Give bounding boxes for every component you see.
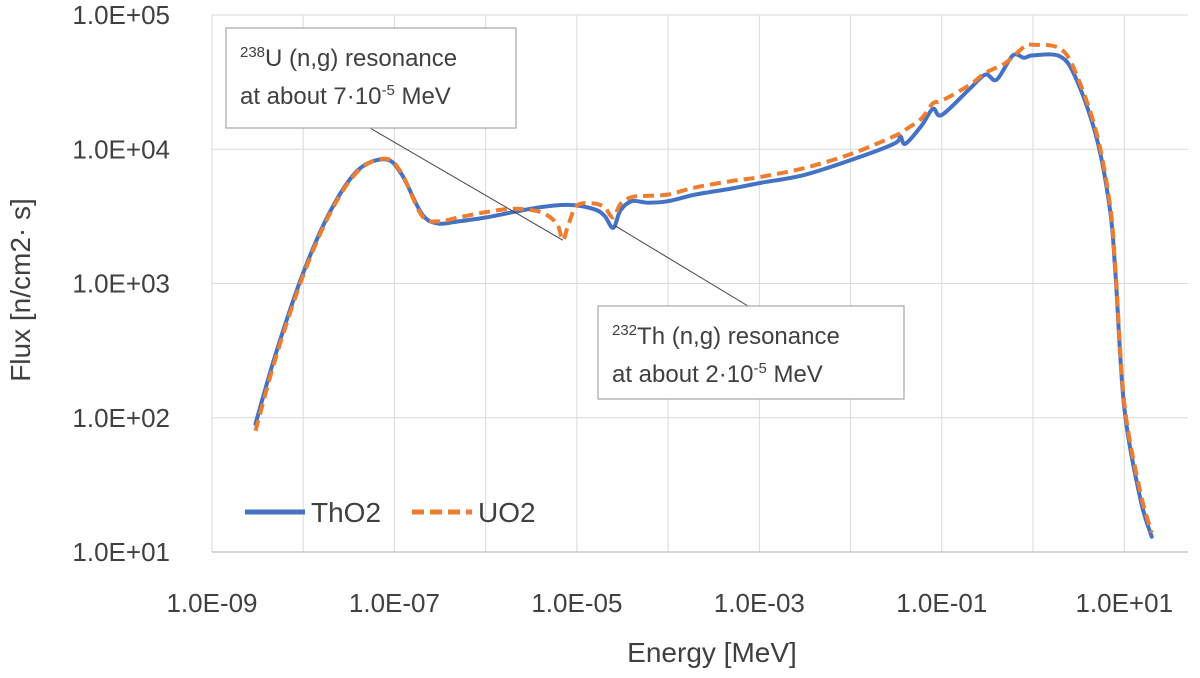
x-tick-label: 1.0E-01 — [896, 588, 987, 618]
annotation-text: at about 7·10 — [240, 83, 381, 110]
annotation-text: MeV — [395, 83, 451, 110]
annotation-text: at about 2·10 — [612, 361, 753, 388]
y-tick-label: 1.0E+05 — [72, 0, 170, 30]
annotation-leader-line — [369, 127, 564, 241]
annotation-line-1: 232Th (n,g) resonance — [612, 322, 840, 350]
axes: 1.0E-09 1.0E-07 1.0E-05 1.0E-03 1.0E-01 1.0E+… — [72, 0, 1188, 618]
annotation-line-1: 238U (n,g) resonance — [240, 44, 457, 72]
annotation-callout: 238U (n,g) resonance at about 7·10-5 MeV — [225, 27, 564, 241]
legend-item-tho2: ThO2 — [245, 497, 381, 528]
annotation-box — [225, 27, 517, 129]
y-tick-label: 1.0E+02 — [72, 403, 170, 433]
annotation-line-2: at about 2·10-5 MeV — [612, 360, 823, 388]
y-tick-label: 1.0E+04 — [72, 134, 170, 164]
isotope-superscript: 238 — [240, 44, 265, 61]
isotope-superscript: 232 — [612, 322, 637, 339]
legend-label: ThO2 — [311, 497, 381, 528]
x-tick-label: 1.0E+01 — [1075, 588, 1173, 618]
x-tick-label: 1.0E-03 — [714, 588, 805, 618]
annotation-text: U (n,g) resonance — [265, 45, 457, 72]
exponent-superscript: -5 — [381, 82, 394, 99]
annotation-text: MeV — [767, 361, 823, 388]
x-tick-label: 1.0E-05 — [531, 588, 622, 618]
annotation-line-2: at about 7·10-5 MeV — [240, 82, 451, 110]
x-tick-label: 1.0E-07 — [349, 588, 440, 618]
annotation-box — [597, 305, 905, 400]
series-lines — [253, 42, 1154, 539]
series-line-tho2 — [253, 52, 1154, 539]
x-tick-label: 1.0E-09 — [166, 588, 257, 618]
series-line-uo2 — [253, 42, 1154, 533]
annotation-callout: 232Th (n,g) resonance at about 2·10-5 MeV — [597, 225, 905, 400]
annotation-leader-line — [614, 225, 749, 307]
y-tick-label: 1.0E+01 — [72, 537, 170, 567]
legend: ThO2 UO2 — [245, 497, 536, 528]
y-tick-label: 1.0E+03 — [72, 269, 170, 299]
x-axis-label: Energy [MeV] — [627, 637, 797, 668]
legend-item-uo2: UO2 — [412, 497, 536, 528]
y-axis-label: Flux [n/cm2· s] — [5, 198, 36, 382]
legend-label: UO2 — [478, 497, 536, 528]
exponent-superscript: -5 — [753, 360, 766, 377]
annotation-text: Th (n,g) resonance — [637, 323, 840, 350]
